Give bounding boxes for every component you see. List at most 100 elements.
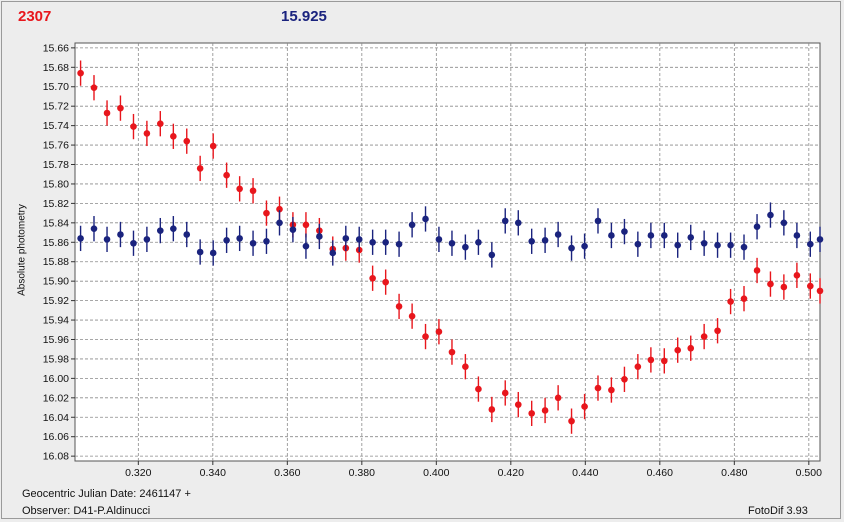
x-ticks: 0.320 0.340 0.360 0.380 0.400 0.420 0.440 0.460…	[125, 461, 822, 479]
y-tick-label: 15.66	[43, 42, 69, 54]
blue-series-point	[501, 217, 509, 225]
observer-label: Observer: D41-P.Aldinucci	[22, 505, 151, 517]
object-id-label: 2307	[18, 8, 52, 25]
blue-series-point	[475, 238, 482, 246]
red-series-point	[727, 298, 734, 305]
red-series-point	[103, 109, 111, 117]
red-series-point	[807, 282, 814, 290]
red-series-point	[488, 406, 496, 413]
blue-series-point	[674, 241, 682, 249]
blue-series-point	[103, 236, 111, 243]
y-tick-label: 16.08	[43, 451, 69, 463]
y-tick-label: 15.82	[43, 198, 69, 210]
red-series-point	[369, 274, 376, 282]
y-tick-label: 15.76	[43, 140, 69, 152]
blue-series-point	[117, 231, 124, 238]
red-series-point	[674, 346, 682, 354]
x-tick-label: 0.320	[125, 467, 151, 479]
blue-series-point	[329, 249, 337, 257]
red-series-point	[236, 185, 243, 193]
red-series-point	[714, 327, 721, 335]
y-tick-label: 15.78	[43, 159, 69, 171]
red-series-point	[475, 385, 482, 393]
software-label: FotoDif 3.93	[748, 505, 808, 517]
blue-series-point	[448, 239, 456, 247]
red-series-point	[422, 333, 429, 340]
blue-series-point	[594, 217, 602, 225]
blue-series-point	[196, 248, 204, 256]
blue-series-point	[634, 240, 642, 248]
red-series-point	[700, 333, 708, 340]
blue-series-point	[767, 211, 774, 219]
blue-series-point	[316, 233, 323, 240]
red-series-point	[780, 283, 788, 291]
red-series-point	[130, 123, 137, 130]
y-tick-label: 15.98	[43, 353, 69, 365]
red-series-point	[541, 407, 549, 414]
y-tick-label: 15.68	[43, 62, 69, 74]
red-series-point	[568, 417, 575, 425]
y-tick-label: 16.04	[43, 412, 69, 424]
blue-series-point	[395, 240, 403, 248]
blue-series-point	[528, 238, 535, 245]
blue-series-point	[382, 238, 389, 246]
red-series-point	[767, 280, 774, 288]
blue-series-point	[581, 242, 588, 250]
blue-series-point	[700, 239, 708, 247]
red-series-point	[501, 389, 509, 397]
blue-series-point	[554, 231, 562, 238]
red-series-point	[462, 363, 469, 371]
y-tick-label: 15.80	[43, 178, 69, 190]
blue-series-point	[568, 244, 575, 252]
y-tick-label: 15.90	[43, 276, 69, 288]
grid	[75, 43, 820, 461]
x-tick-label: 0.480	[721, 467, 747, 479]
red-series-point	[634, 363, 642, 371]
blue-series-point	[621, 228, 628, 235]
red-series-point	[117, 104, 124, 112]
red-series-point	[382, 278, 389, 286]
blue-series-point	[462, 243, 469, 251]
red-series-point	[263, 209, 270, 217]
red-series-point	[660, 357, 668, 365]
blue-series-point	[355, 236, 363, 243]
red-series-point	[77, 69, 84, 77]
blue-series-point	[170, 225, 177, 232]
blue-series-point	[541, 237, 549, 244]
blue-series-point	[608, 232, 615, 239]
red-series-point	[276, 205, 283, 213]
blue-series-point	[727, 241, 734, 249]
blue-series-point	[687, 234, 695, 241]
blue-series-point	[514, 219, 522, 227]
red-series-point	[753, 267, 761, 274]
x-tick-label: 0.360	[274, 467, 300, 479]
blue-series-point	[263, 238, 270, 245]
red-series-point	[90, 84, 98, 92]
red-series-point	[687, 344, 695, 352]
blue-series-point	[488, 251, 496, 259]
y-tick-label: 15.74	[43, 120, 69, 132]
blue-series-point	[157, 227, 164, 234]
blue-series-point	[660, 232, 668, 239]
y-tick-label: 15.72	[43, 101, 69, 113]
red-series-point	[209, 142, 217, 150]
blue-series-point	[807, 240, 814, 248]
y-tick-label: 15.88	[43, 256, 69, 268]
red-series-point	[647, 356, 655, 364]
blue-series-point	[753, 223, 761, 231]
blue-series-point	[236, 235, 243, 242]
blue-series-point	[714, 241, 721, 249]
red-series-point	[528, 410, 535, 417]
x-tick-label: 0.340	[200, 467, 226, 479]
red-series-point	[223, 171, 230, 179]
blue-series-point	[740, 243, 748, 251]
blue-series-point	[90, 225, 98, 232]
red-series-point	[143, 130, 151, 137]
x-tick-label: 0.420	[498, 467, 524, 479]
julian-date-label: Geocentric Julian Date: 2461147 +	[22, 488, 191, 500]
blue-series-point	[422, 215, 429, 223]
red-series-point	[395, 303, 403, 310]
y-tick-label: 15.92	[43, 295, 69, 307]
